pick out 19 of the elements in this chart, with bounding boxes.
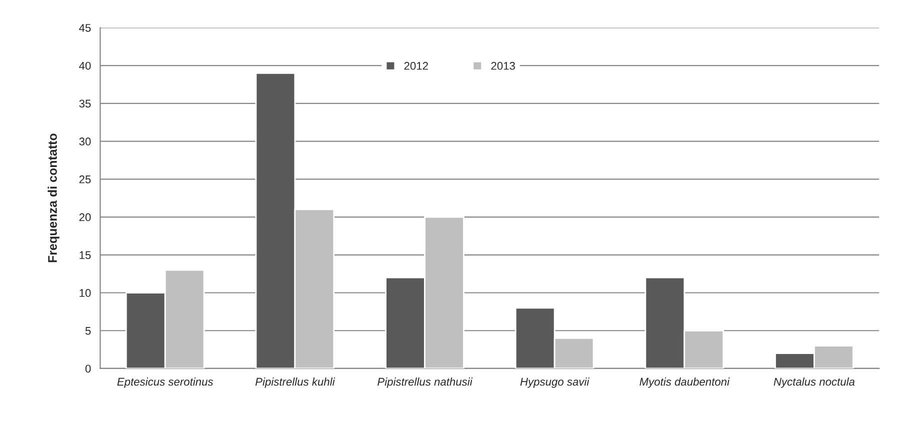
x-tick-label: Pipistrellus nathusii	[378, 378, 473, 388]
legend-label: 2012	[404, 62, 428, 70]
x-tick-label: Pipistrellus kuhli	[255, 378, 336, 388]
x-tick-label: Nyctalus noctula	[774, 378, 855, 388]
y-tick-label: 35	[79, 100, 91, 108]
legend-label: 2013	[491, 62, 515, 70]
y-tick-label: 15	[80, 251, 91, 260]
x-tick-label: Hypsugo savii	[520, 378, 590, 388]
x-tick-label: Eptesicus serotinus	[117, 378, 214, 388]
y-tick-label: 30	[79, 138, 91, 146]
y-tick-label: 40	[79, 62, 91, 70]
y-tick-label: 45	[79, 24, 91, 32]
y-tick-label: 20	[79, 213, 91, 222]
y-axis-title: Frequenza di contatto	[48, 134, 60, 262]
y-tick-label: 25	[79, 175, 91, 184]
y-tick-label: 5	[85, 327, 91, 335]
y-tick-label: 10	[80, 289, 91, 297]
x-tick-label: Myotis daubentoni	[640, 378, 730, 388]
y-tick-label: 0	[85, 364, 91, 373]
